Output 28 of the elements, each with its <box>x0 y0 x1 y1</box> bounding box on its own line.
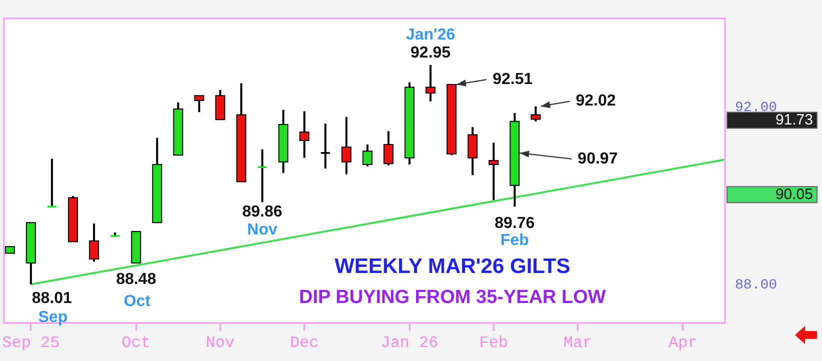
annotation: 92.51 <box>492 70 533 88</box>
annotation: 88.48 <box>116 270 156 288</box>
x-tick-label: Sep 25 <box>2 334 60 352</box>
text: 90.05 <box>775 186 813 203</box>
candlestick <box>320 122 330 170</box>
annotation: Oct <box>124 292 152 310</box>
x-tick-label: Nov <box>206 334 236 352</box>
annotation: Sep <box>38 308 68 326</box>
x-tick-label: Feb <box>479 334 508 352</box>
text: WEEKLY MAR'26 GILTS <box>334 254 570 278</box>
x-tick-label: Apr <box>668 334 698 352</box>
text: 91.73 <box>775 111 813 128</box>
annotation: 88.01 <box>32 290 72 307</box>
annotation: Feb <box>500 232 530 250</box>
y-tick-label: 92.00 <box>735 100 778 116</box>
x-tick-label: Dec <box>290 334 319 352</box>
annotation: Nov <box>247 222 278 239</box>
annotation: 92.02 <box>576 92 616 110</box>
y-tick-label: 88.00 <box>735 278 778 294</box>
x-tick-label: Mar <box>563 334 592 352</box>
x-tick-label: Oct <box>122 334 150 352</box>
annotation: 90.97 <box>578 150 618 168</box>
text: DIP BUYING FROM 35-YEAR LOW <box>299 287 606 308</box>
x-tick-label: Jan 26 <box>380 334 438 352</box>
annotation: 89.86 <box>242 204 282 221</box>
annotation: Jan'26 <box>406 26 456 44</box>
annotation: 92.95 <box>410 44 451 62</box>
annotation: 89.76 <box>494 215 535 232</box>
